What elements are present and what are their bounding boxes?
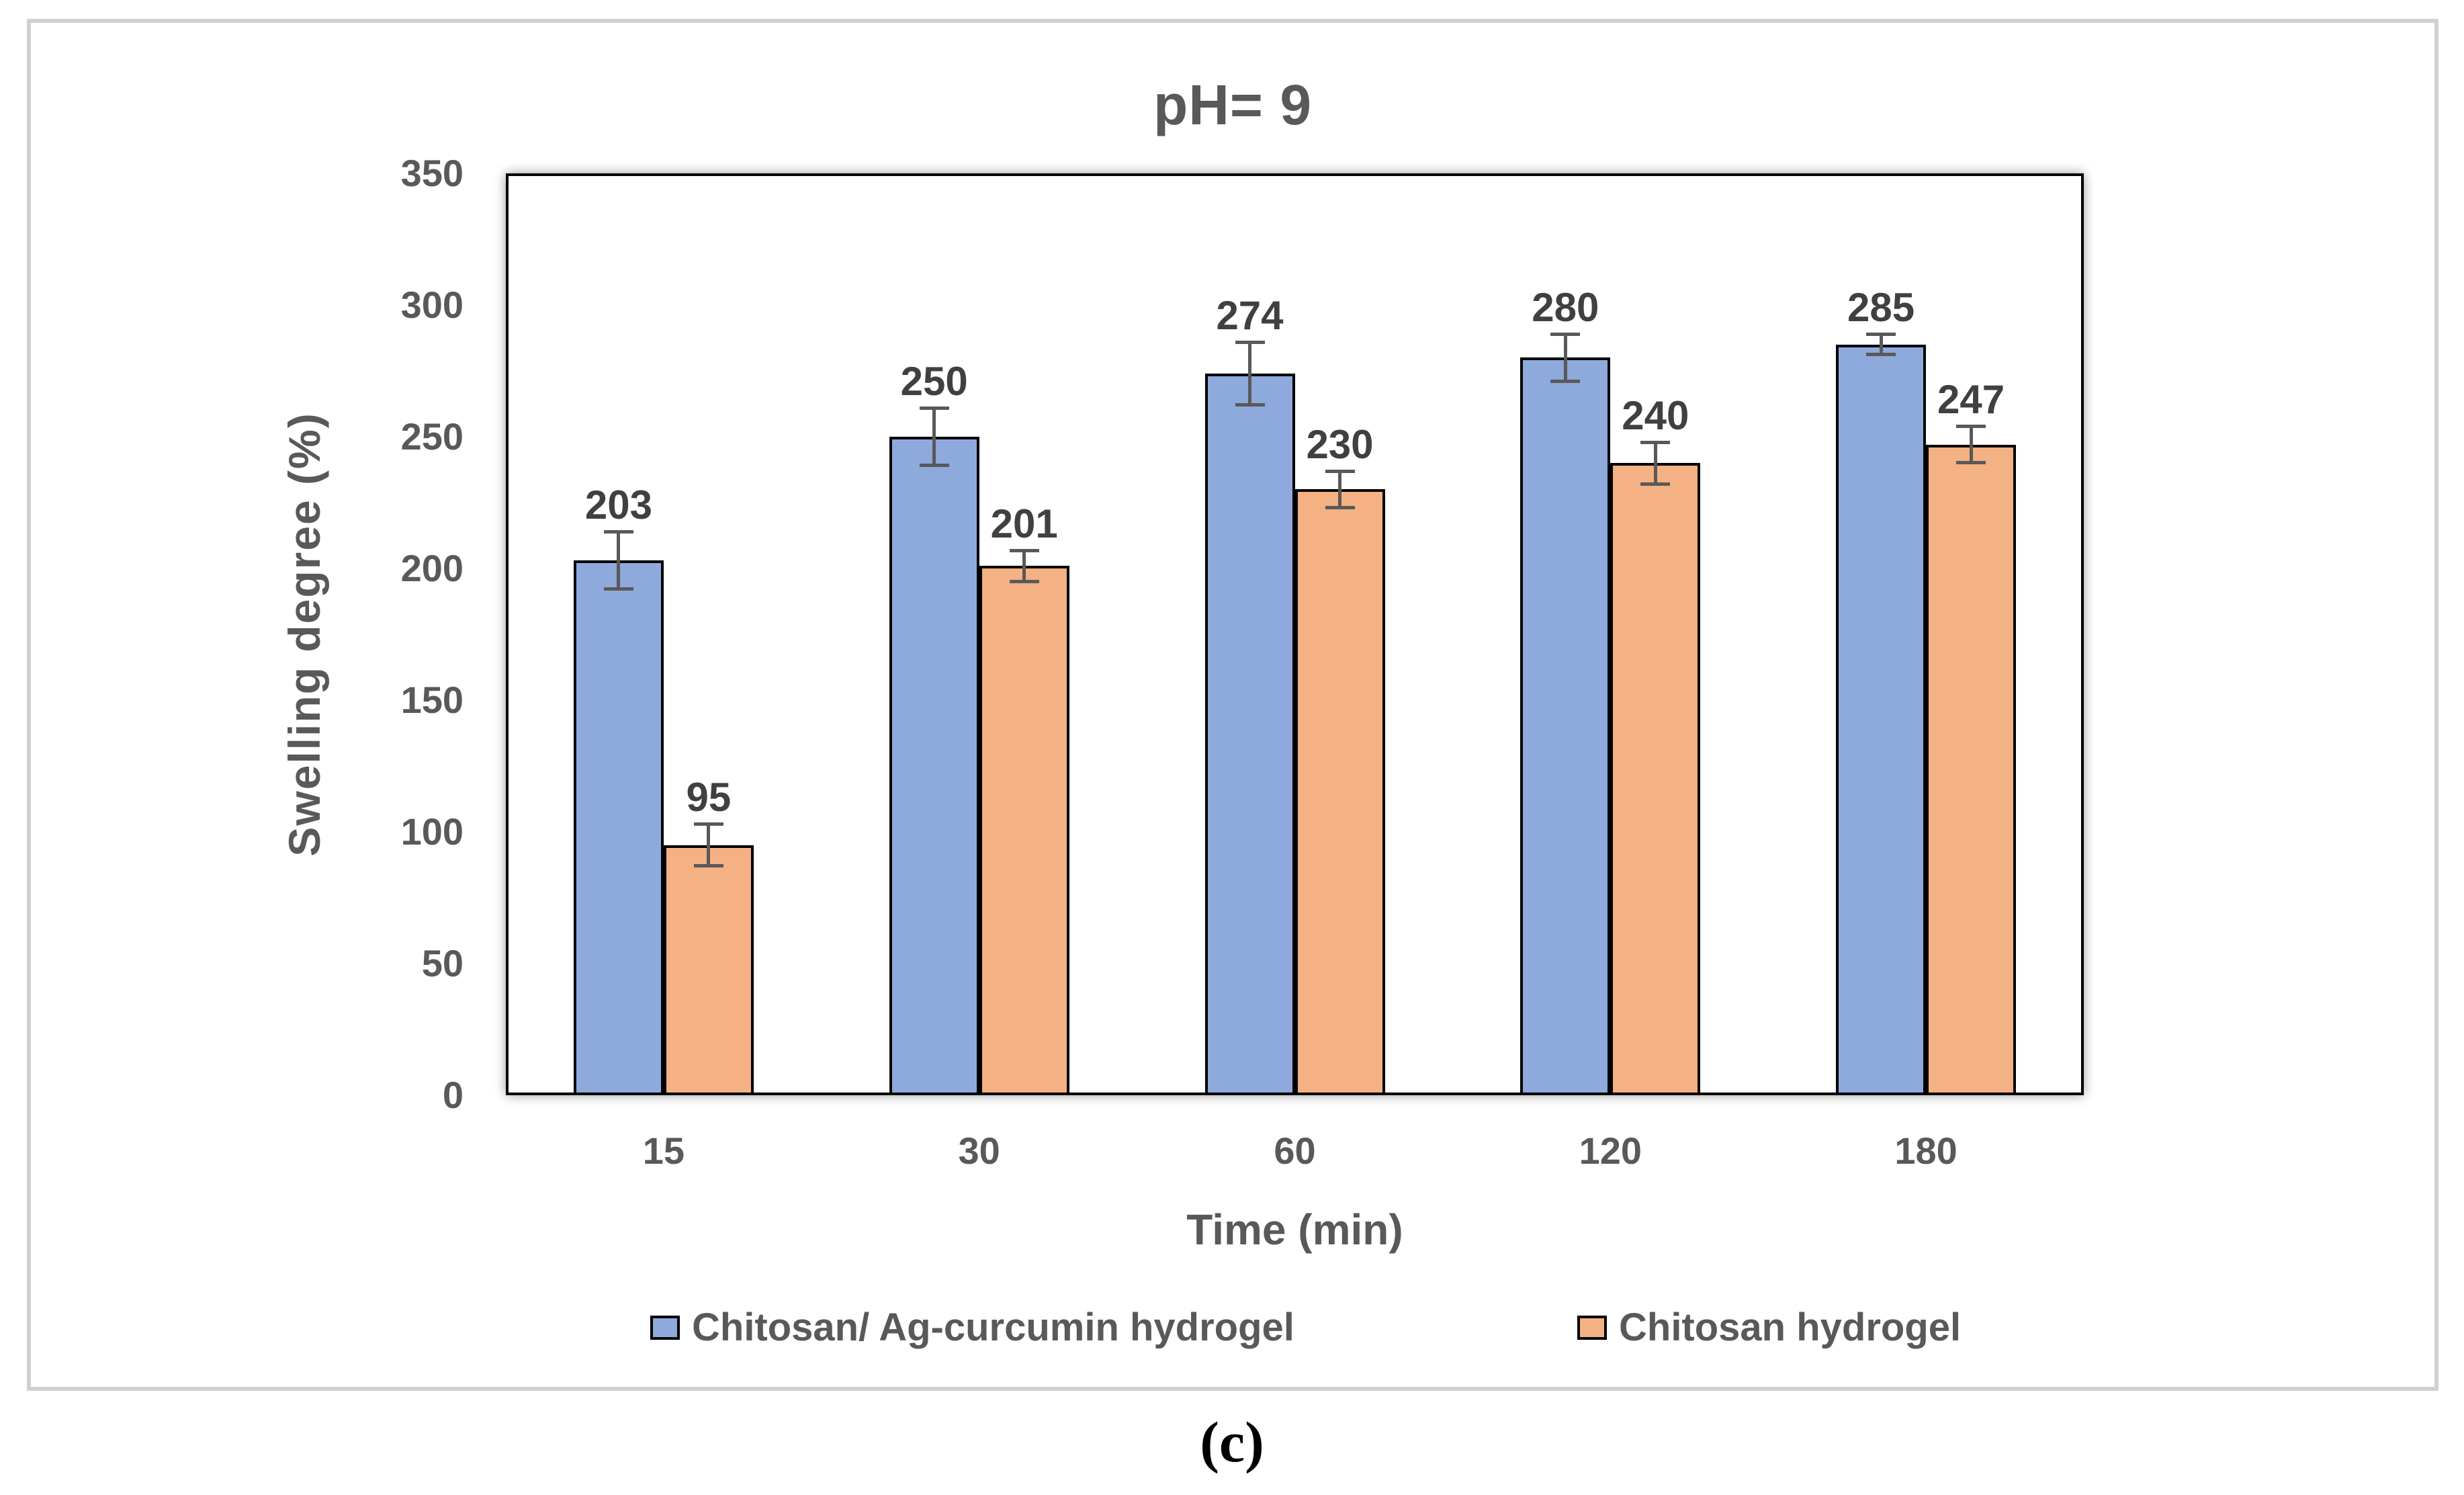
bar-series1 [1836,344,1927,1095]
error-bar-cap-bottom [1325,505,1355,509]
error-bar-line [1653,441,1657,484]
y-tick-label: 150 [400,679,464,721]
x-axis-title: Time (min) [1186,1205,1403,1254]
bar-series2 [1294,489,1385,1095]
bar-series2 [1926,444,2017,1095]
bar-data-label: 201 [990,501,1058,546]
y-tick-label: 50 [421,942,464,984]
bar-data-label: 250 [900,358,968,404]
bar-data-label: 240 [1622,392,1689,438]
error-bar-cap-bottom [1009,579,1039,583]
error-bar-cap-bottom [1956,461,1986,465]
bar-series1 [1204,373,1295,1095]
error-bar-cap-top [1956,425,1986,429]
figure-caption: (c) [1200,1410,1264,1474]
error-bar-cap-top [1009,548,1039,552]
bar-series1 [889,437,979,1095]
error-bar-line [1879,334,1883,355]
error-bar-line [1022,550,1026,582]
legend-entry: Chitosan hydrogel [1577,1306,1962,1349]
error-bar-cap-top [1325,469,1355,473]
error-bar-cap-top [1550,333,1581,337]
legend-swatch-series2 [1577,1316,1607,1340]
x-tick-label: 120 [1579,1129,1642,1172]
error-bar-cap-bottom [1550,379,1581,383]
error-bar-cap-top [1866,333,1896,337]
error-bar-cap-bottom [1640,482,1671,486]
y-tick-label: 350 [400,152,464,194]
x-tick-label: 15 [642,1129,685,1172]
y-tick-label: 0 [442,1074,464,1116]
bar-series1 [1520,357,1611,1095]
bar-series2 [1610,463,1701,1095]
error-bar-line [932,407,936,466]
legend-label: Chitosan hydrogel [1619,1306,1962,1349]
error-bar-cap-top [693,822,723,826]
error-bar-line [1563,334,1567,382]
error-bar-cap-bottom [693,863,723,867]
error-bar-cap-top [603,530,633,534]
error-bar-cap-top [1640,440,1671,444]
bar-data-label: 230 [1306,421,1374,467]
error-bar-cap-bottom [603,587,633,591]
bar-series2 [979,566,1069,1095]
y-tick-label: 200 [400,547,464,589]
x-tick-label: 30 [958,1129,1000,1172]
error-bar-cap-bottom [1866,353,1896,357]
error-bar-cap-top [1235,340,1265,344]
y-axis-title: Swelling degree (%) [279,412,329,857]
chart-title: pH= 9 [1153,73,1313,136]
error-bar-line [1969,426,1973,464]
error-bar-cap-bottom [919,464,949,468]
bar-data-label: 285 [1847,285,1915,331]
bar-series2 [663,845,754,1095]
legend-swatch-series1 [650,1316,680,1340]
bar-data-label: 95 [686,775,732,820]
error-bar-line [1338,470,1341,508]
y-tick-label: 100 [400,810,464,853]
error-bar-line [707,824,711,866]
legend-label: Chitosan/ Ag-curcumin hydrogel [692,1306,1294,1349]
bar-series1 [573,560,664,1095]
legend-entry: Chitosan/ Ag-curcumin hydrogel [650,1306,1294,1349]
bar-data-label: 274 [1216,292,1284,338]
x-tick-label: 60 [1274,1129,1316,1172]
error-bar-line [1248,341,1251,405]
error-bar-cap-top [919,406,949,410]
error-bar-line [617,531,621,590]
x-tick-label: 180 [1894,1129,1957,1172]
error-bar-cap-bottom [1235,402,1265,407]
bar-data-label: 203 [584,482,652,528]
bar-data-label: 247 [1937,377,2005,423]
bar-data-label: 280 [1532,285,1599,331]
y-tick-label: 300 [400,284,464,326]
y-tick-label: 250 [400,415,464,458]
